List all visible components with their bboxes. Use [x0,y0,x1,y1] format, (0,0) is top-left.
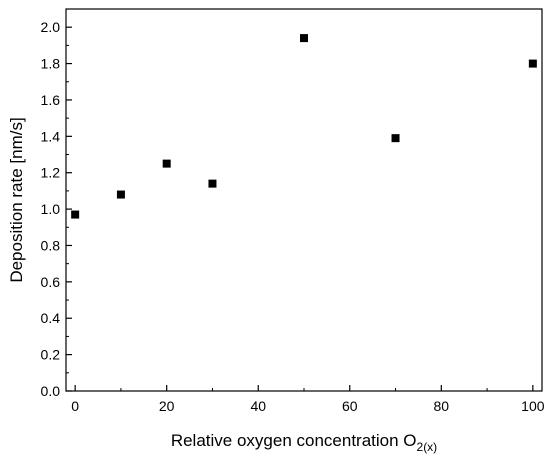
data-point [116,190,125,199]
x-tick-label: 0 [71,398,79,414]
x-axis-label-main: Relative oxygen concentration O [171,431,417,450]
plot-frame [65,8,543,392]
y-tick-label: 1.4 [41,128,61,144]
y-tick-label: 1.2 [41,165,61,181]
x-axis-ticks: 0 20 40 60 80 100 [71,385,545,414]
x-tick-label: 20 [159,398,175,414]
data-point [71,210,80,219]
x-axis-label: Relative oxygen concentration O2(x) [171,431,437,454]
y-tick-label: 2.0 [41,19,61,35]
y-axis-label: Deposition rate [nm/s] [7,117,26,282]
y-tick-label: 1.6 [41,92,61,108]
y-tick-label: 1.0 [41,201,61,217]
x-tick-label: 40 [250,398,266,414]
x-tick-label: 100 [521,398,545,414]
data-point [162,159,171,168]
data-point [528,59,537,68]
data-point [391,134,400,143]
x-tick-label: 60 [342,398,358,414]
y-tick-label: 0.6 [41,274,61,290]
data-point [300,34,308,43]
x-tick-label: 80 [434,398,450,414]
y-tick-label: 1.8 [41,56,61,72]
y-tick-label: 0.8 [41,237,61,253]
y-tick-label: 0.4 [41,310,61,326]
data-points [71,34,537,219]
y-tick-label: 0.2 [41,347,61,363]
data-point [208,179,217,188]
x-axis-label-subscript: 2(x) [417,440,438,454]
y-tick-label: 0.0 [41,383,61,399]
y-axis-ticks: 0.0 0.2 0.4 0.6 0.8 1.0 1.2 1.4 1.6 1.8 2.0 [41,19,72,399]
